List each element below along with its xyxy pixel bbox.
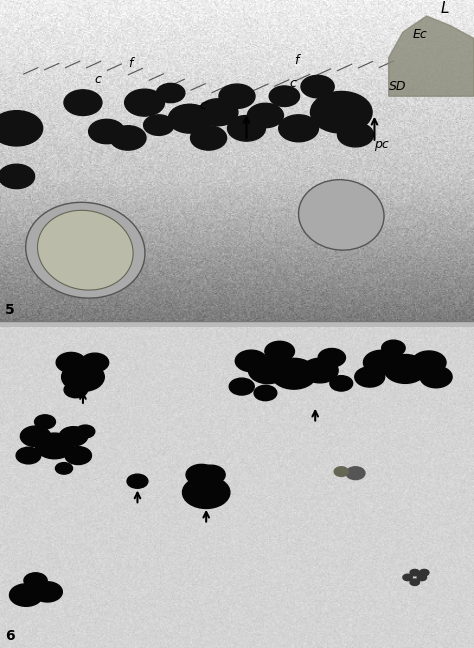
- Circle shape: [9, 584, 43, 607]
- Circle shape: [269, 86, 300, 106]
- Circle shape: [182, 476, 230, 509]
- Circle shape: [384, 354, 427, 384]
- Circle shape: [346, 467, 365, 480]
- Circle shape: [64, 90, 102, 115]
- Circle shape: [265, 341, 294, 362]
- Circle shape: [271, 358, 317, 389]
- Circle shape: [62, 362, 104, 391]
- Text: SD: SD: [389, 80, 406, 93]
- Circle shape: [81, 353, 109, 372]
- Circle shape: [248, 358, 287, 384]
- Circle shape: [186, 465, 217, 485]
- Circle shape: [56, 353, 86, 373]
- Text: f: f: [128, 58, 132, 71]
- Circle shape: [168, 104, 211, 133]
- Polygon shape: [389, 16, 474, 97]
- Circle shape: [89, 119, 125, 144]
- Circle shape: [301, 75, 334, 98]
- Circle shape: [24, 573, 47, 588]
- Circle shape: [355, 367, 385, 387]
- Text: c: c: [95, 73, 102, 86]
- Circle shape: [417, 574, 427, 581]
- Circle shape: [419, 570, 429, 576]
- Ellipse shape: [26, 202, 145, 298]
- Ellipse shape: [299, 179, 384, 250]
- Text: c: c: [289, 76, 296, 89]
- Circle shape: [410, 579, 419, 585]
- Circle shape: [76, 425, 95, 438]
- Circle shape: [59, 426, 88, 446]
- Circle shape: [334, 467, 348, 476]
- Circle shape: [364, 351, 400, 375]
- Circle shape: [127, 474, 148, 488]
- Circle shape: [55, 463, 73, 474]
- Circle shape: [235, 350, 267, 372]
- Circle shape: [125, 89, 164, 116]
- Circle shape: [254, 386, 277, 400]
- Circle shape: [64, 382, 88, 398]
- Circle shape: [20, 426, 51, 446]
- Text: 5: 5: [5, 303, 15, 318]
- Text: L: L: [441, 1, 449, 16]
- Circle shape: [35, 415, 55, 429]
- Circle shape: [110, 126, 146, 150]
- Circle shape: [32, 582, 63, 602]
- Circle shape: [302, 358, 338, 383]
- Circle shape: [16, 447, 41, 464]
- Circle shape: [412, 351, 446, 374]
- Circle shape: [382, 340, 405, 356]
- Ellipse shape: [37, 211, 133, 290]
- Circle shape: [65, 446, 91, 465]
- Circle shape: [310, 91, 372, 133]
- Circle shape: [144, 115, 174, 135]
- Circle shape: [156, 84, 185, 102]
- Circle shape: [337, 122, 374, 147]
- Text: c: c: [199, 99, 206, 112]
- Text: f: f: [294, 54, 298, 67]
- Circle shape: [191, 126, 227, 150]
- Circle shape: [197, 465, 225, 485]
- Circle shape: [247, 103, 283, 128]
- Text: pc: pc: [374, 137, 389, 150]
- Circle shape: [410, 570, 419, 576]
- Circle shape: [318, 349, 346, 367]
- Text: Ec: Ec: [412, 29, 427, 41]
- Circle shape: [36, 433, 73, 459]
- Circle shape: [330, 376, 353, 391]
- Circle shape: [279, 115, 319, 142]
- Text: 6: 6: [5, 629, 14, 643]
- Circle shape: [219, 84, 255, 108]
- Circle shape: [0, 164, 35, 189]
- Circle shape: [228, 115, 265, 141]
- Circle shape: [0, 111, 43, 146]
- Circle shape: [229, 378, 254, 395]
- Circle shape: [198, 98, 238, 126]
- Circle shape: [420, 366, 452, 388]
- Circle shape: [403, 574, 412, 581]
